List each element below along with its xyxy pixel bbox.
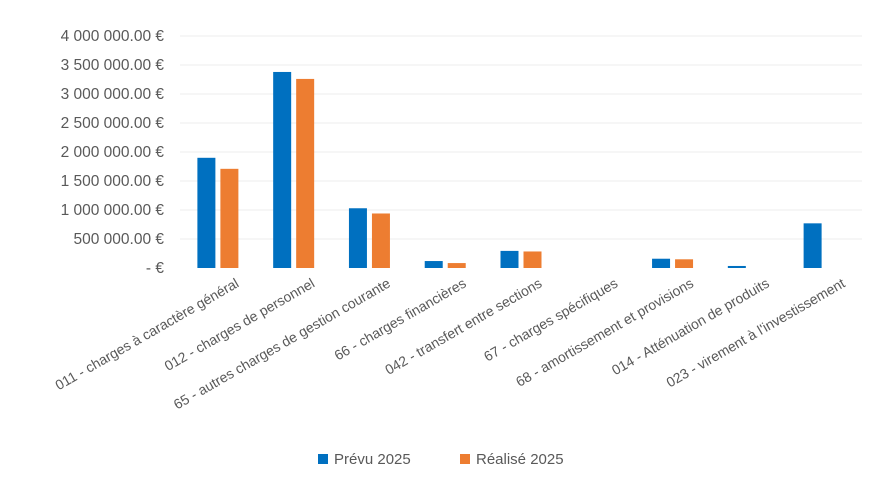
legend-swatch xyxy=(318,454,328,464)
grid-lines xyxy=(180,35,862,240)
y-tick-label: 1 000 000.00 € xyxy=(61,202,165,219)
bar-realise xyxy=(675,259,694,268)
y-tick-label: - € xyxy=(146,260,164,277)
bar-prevu xyxy=(197,157,216,268)
bar-prevu xyxy=(500,250,519,268)
bar-realise xyxy=(447,263,466,268)
y-tick-label: 1 500 000.00 € xyxy=(61,173,165,190)
x-category-label: 67 - charges spécifiques xyxy=(481,275,620,365)
y-tick-label: 3 500 000.00 € xyxy=(61,57,165,74)
y-axis-ticks: 4 000 000.00 € 3 500 000.00 € 3 000 000.00… xyxy=(61,28,165,277)
legend-swatch xyxy=(460,454,470,464)
bar-prevu xyxy=(727,265,746,268)
bar-prevu xyxy=(348,208,367,268)
legend-label: Prévu 2025 xyxy=(334,451,411,468)
y-tick-label: 500 000.00 € xyxy=(73,231,164,248)
legend: Prévu 2025 Réalisé 2025 xyxy=(318,451,564,468)
bar-realise xyxy=(371,213,390,268)
bar-prevu xyxy=(273,71,292,269)
y-tick-label: 4 000 000.00 € xyxy=(61,28,165,45)
bar-prevu xyxy=(803,223,822,268)
bar-prevu xyxy=(652,258,671,268)
y-tick-label: 2 500 000.00 € xyxy=(61,115,165,132)
y-tick-label: 3 000 000.00 € xyxy=(61,86,165,103)
bar-realise xyxy=(296,78,315,268)
y-tick-label: 2 000 000.00 € xyxy=(61,144,165,161)
legend-label: Réalisé 2025 xyxy=(476,451,564,468)
bar-realise xyxy=(220,168,239,268)
bar-prevu xyxy=(424,261,443,268)
bars xyxy=(197,71,822,269)
bar-realise xyxy=(523,251,542,268)
x-category-label: 66 - charges financières xyxy=(331,275,468,364)
